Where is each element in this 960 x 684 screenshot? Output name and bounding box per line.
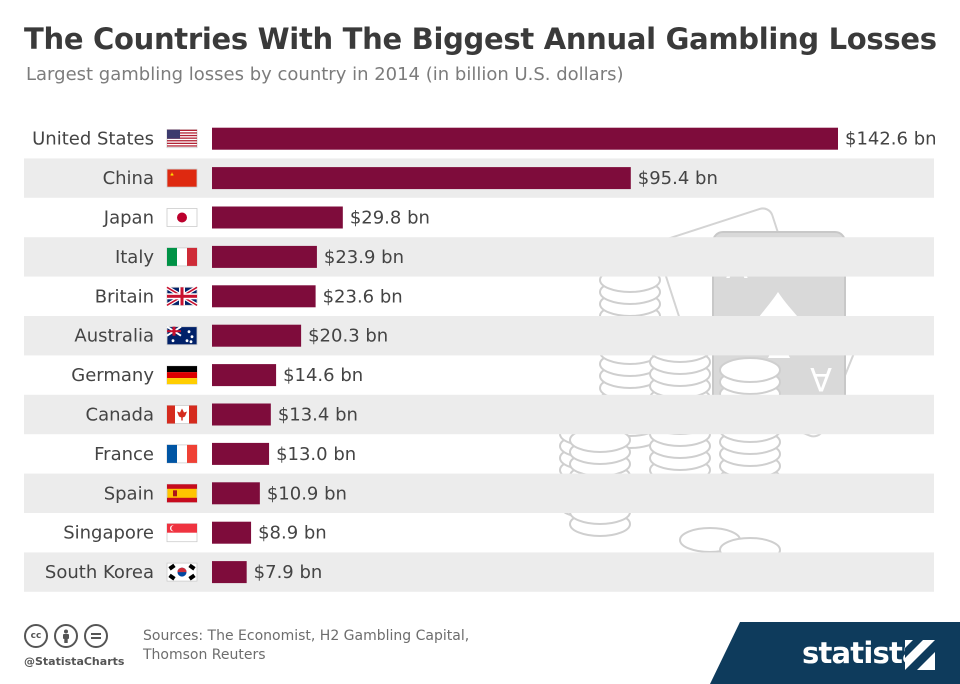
uk-flag-icon (165, 285, 199, 308)
category-label: Italy (115, 247, 154, 268)
category-label: Australia (74, 326, 154, 347)
row-stripe (24, 473, 934, 513)
data-label: $23.6 bn (323, 286, 403, 307)
statista-handle: @StatistaCharts (24, 655, 125, 668)
italy-flag-icon (166, 247, 198, 267)
row-stripe (24, 394, 934, 435)
france-flag-icon (166, 444, 198, 464)
bar (212, 245, 317, 268)
category-label: France (94, 444, 154, 465)
data-label: $95.4 bn (638, 168, 718, 189)
category-label: Germany (71, 365, 154, 386)
data-label: $142.6 bn (845, 129, 937, 150)
no-derivatives-icon (84, 624, 108, 648)
bar (212, 127, 838, 150)
bar (212, 206, 343, 229)
data-label: $8.9 bn (258, 523, 327, 544)
data-label: $10.9 bn (267, 483, 347, 504)
data-label: $7.9 bn (254, 562, 323, 583)
card-letter-inverted: A (810, 360, 832, 398)
row-stripe (24, 316, 934, 356)
bar (212, 521, 252, 544)
statista-logo-text[interactable]: statista (802, 636, 922, 670)
category-label: Singapore (63, 523, 154, 544)
license-icons: cc (24, 624, 108, 648)
sources-line-2: Thomson Reuters (143, 647, 266, 663)
chart-subtitle: Largest gambling losses by country in 20… (26, 64, 624, 85)
bar (212, 364, 277, 387)
bar (212, 482, 260, 505)
category-label: South Korea (45, 562, 154, 583)
bar (212, 285, 316, 308)
brand-band (710, 622, 960, 684)
chart-title: The Countries With The Biggest Annual Ga… (24, 22, 937, 56)
sources-note: Sources: The Economist, H2 Gambling Capi… (143, 627, 469, 665)
attribution-icon (54, 624, 78, 648)
bar (212, 324, 302, 347)
data-label: $13.0 bn (276, 444, 356, 465)
row-stripe (24, 552, 934, 592)
bar (212, 403, 271, 426)
row-stripe (24, 237, 934, 277)
australia-flag-icon (166, 325, 198, 346)
category-label: Canada (86, 405, 155, 426)
spain-flag-icon (166, 483, 198, 503)
sources-line-1: Sources: The Economist, H2 Gambling Capi… (143, 628, 470, 644)
category-label: United States (32, 129, 154, 150)
south-korea-flag-icon (166, 562, 198, 582)
category-label: China (103, 168, 154, 189)
bar (212, 561, 247, 584)
canada-flag-icon (166, 405, 198, 424)
china-flag-icon (166, 168, 198, 188)
us-flag-icon (166, 129, 198, 149)
category-label: Japan (103, 208, 154, 229)
singapore-flag-icon (166, 523, 198, 543)
bar (212, 442, 270, 465)
data-label: $20.3 bn (308, 326, 388, 347)
cc-icon: cc (24, 624, 48, 648)
germany-flag-icon (166, 365, 198, 385)
category-label: Britain (95, 286, 154, 307)
bar (212, 167, 631, 190)
japan-flag-icon (166, 208, 198, 227)
data-label: $13.4 bn (278, 405, 358, 426)
data-label: $23.9 bn (324, 247, 404, 268)
statista-logo-icon (905, 640, 935, 670)
data-label: $29.8 bn (350, 208, 430, 229)
category-label: Spain (104, 483, 154, 504)
data-label: $14.6 bn (283, 365, 363, 386)
